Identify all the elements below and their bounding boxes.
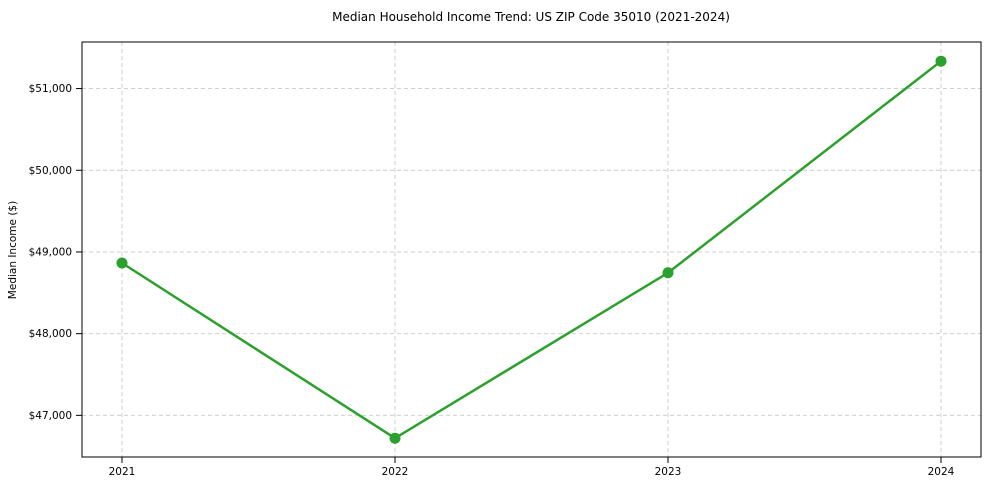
income-line-series [120,59,943,440]
x-tick-label: 2022 [382,466,409,478]
data-point-2022 [389,432,401,444]
y-tick-label: $51,000 [29,83,72,95]
x-tick-label: 2023 [655,466,682,478]
x-tick-label: 2021 [109,466,136,478]
data-point-2023 [662,267,674,279]
y-tick-label: $50,000 [29,165,72,177]
chart-title: Median Household Income Trend: US ZIP Co… [332,10,730,24]
data-point-2021 [116,257,128,269]
data-point-2024 [935,55,947,67]
axis-layer: $47,000 $48,000 $49,000 $50,000 $51,000 2021 2… [29,83,955,478]
series-layer [116,55,947,444]
y-tick-label: $47,000 [29,410,72,422]
plot-border [81,41,982,458]
x-tick-label: 2024 [928,466,955,478]
y-tick-label: $49,000 [29,246,72,258]
y-axis-label: Median Income ($) [7,201,19,299]
plot-area [82,42,981,457]
y-tick-label: $48,000 [29,328,72,340]
